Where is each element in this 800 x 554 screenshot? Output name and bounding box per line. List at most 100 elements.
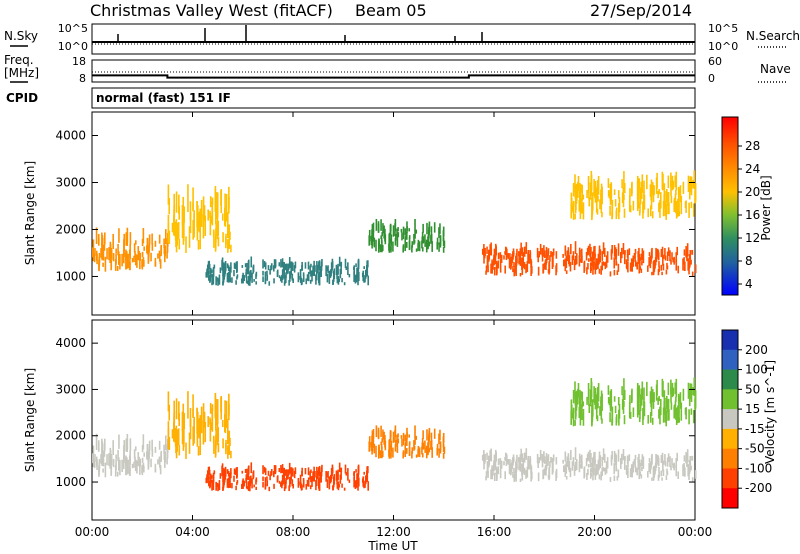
power-scatter-mark: [430, 226, 433, 239]
velocity-scatter-mark: [137, 460, 140, 467]
velocity-scatter-mark: [507, 459, 510, 465]
velocity-scatter-mark: [541, 453, 544, 463]
velocity-scatter-mark: [307, 467, 310, 476]
power-scatter-mark: [392, 241, 394, 252]
power-scatter-mark: [233, 262, 236, 269]
power-scatter-mark: [354, 276, 357, 283]
power-scatter-mark: [571, 255, 574, 265]
velocity-scatter-mark: [288, 485, 290, 492]
power-scatter-mark: [666, 262, 668, 269]
power-scatter-mark: [364, 278, 366, 283]
velocity-scatter-mark: [411, 447, 414, 454]
velocity-scatter-mark: [608, 398, 611, 406]
velocity-scatter-mark: [392, 431, 395, 443]
power-scatter-mark: [685, 200, 687, 213]
power-scatter-mark: [118, 228, 120, 243]
velocity-scatter-mark: [602, 448, 605, 460]
power-scatter-mark: [163, 238, 165, 249]
y-tick-label: 2000: [55, 222, 86, 236]
power-scatter-mark: [610, 193, 613, 202]
power-scatter-mark: [134, 253, 137, 266]
velocity-scatter-mark: [363, 471, 365, 475]
velocity-scatter-mark: [211, 404, 214, 412]
velocity-scatter-mark: [313, 474, 315, 482]
velocity-scatter-mark: [671, 382, 674, 398]
velocity-scatter-mark: [381, 438, 383, 443]
power-scatter-mark: [436, 237, 439, 245]
power-scatter-mark: [675, 202, 677, 214]
velocity-scatter-mark: [686, 449, 689, 463]
velocity-scatter-mark: [613, 463, 616, 475]
velocity-scatter-mark: [690, 383, 693, 402]
velocity-scatter-mark: [274, 465, 277, 473]
power-scatter-mark: [623, 194, 625, 201]
power-scatter-mark: [601, 212, 603, 218]
power-scatter-mark: [312, 265, 314, 276]
velocity-scatter-mark: [590, 472, 593, 477]
power-scatter-mark: [521, 251, 523, 256]
velocity-scatter-mark: [236, 481, 238, 486]
velocity-colorbar-block: [722, 330, 738, 351]
power-scatter-mark: [281, 274, 283, 283]
power-scatter-mark: [562, 259, 565, 267]
power-scatter-mark: [592, 254, 594, 266]
velocity-scatter-mark: [370, 441, 373, 447]
power-scatter-mark: [98, 253, 101, 263]
velocity-scatter-mark: [673, 462, 675, 471]
x-tick-label: 08:00: [276, 525, 311, 539]
velocity-scatter-mark: [141, 457, 144, 464]
power-scatter-mark: [594, 263, 597, 275]
velocity-scatter-mark: [172, 433, 175, 442]
power-scatter-mark: [158, 254, 161, 262]
power-scatter-mark: [641, 248, 644, 261]
power-scatter-mark: [353, 266, 355, 271]
power-scatter-mark: [567, 249, 570, 257]
power-scatter-mark: [595, 194, 598, 207]
y-tick-label: 1000: [55, 475, 86, 489]
velocity-scatter-mark: [658, 466, 660, 473]
freq-label-1: Freq.: [4, 53, 34, 67]
power-scatter-mark: [577, 175, 580, 191]
velocity-scatter-mark: [242, 478, 244, 489]
velocity-scatter-mark: [550, 456, 552, 463]
power-scatter-mark: [542, 263, 544, 274]
velocity-scatter-mark: [422, 430, 424, 440]
velocity-scatter-mark: [214, 443, 217, 458]
power-scatter-mark: [596, 208, 599, 215]
power-scatter-mark: [660, 248, 663, 258]
cbar-tick-label: -50: [745, 442, 765, 456]
power-scatter-mark: [607, 178, 610, 188]
power-scatter-mark: [425, 239, 428, 247]
velocity-scatter-mark: [110, 465, 113, 474]
power-scatter-mark: [484, 247, 486, 257]
velocity-scatter-mark: [229, 472, 231, 480]
power-scatter-mark: [513, 262, 515, 268]
power-scatter-mark: [168, 230, 171, 244]
velocity-scatter-mark: [353, 476, 355, 488]
velocity-scatter-mark: [504, 471, 506, 480]
power-scatter-mark: [199, 229, 202, 250]
power-scatter-mark: [582, 194, 585, 200]
power-scatter-mark: [587, 245, 590, 255]
velocity-scatter-mark: [226, 469, 229, 474]
velocity-scatter-mark: [406, 438, 408, 446]
velocity-scatter-mark: [587, 464, 590, 468]
power-scatter-mark: [287, 268, 289, 274]
power-scatter-mark: [598, 255, 600, 265]
velocity-scatter-mark: [443, 446, 446, 454]
power-scatter-mark: [118, 251, 120, 265]
velocity-scatter-mark: [613, 450, 616, 463]
power-scatter-mark: [666, 192, 669, 206]
velocity-scatter-mark: [496, 468, 498, 481]
velocity-scatter-mark: [615, 416, 618, 426]
velocity-scatter-mark: [146, 444, 149, 461]
velocity-scatter-mark: [661, 378, 664, 397]
velocity-scatter-mark: [685, 407, 687, 420]
power-scatter-mark: [318, 271, 321, 278]
power-scatter-mark: [309, 279, 312, 284]
power-scatter-mark: [682, 181, 685, 194]
velocity-scatter-mark: [663, 390, 666, 402]
velocity-scatter-mark: [621, 453, 623, 465]
power-scatter-mark: [640, 253, 643, 261]
velocity-scatter-mark: [115, 459, 117, 471]
